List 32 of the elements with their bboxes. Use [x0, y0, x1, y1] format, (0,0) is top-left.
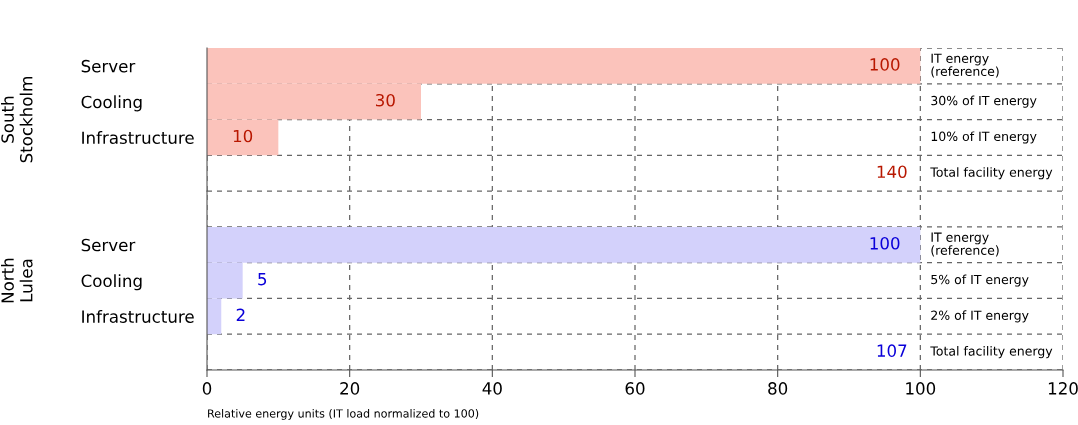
data-label: 30	[376, 93, 395, 107]
data-label: 100	[870, 58, 900, 71]
data-label: 5	[258, 273, 267, 286]
y-tick-label: Server	[81, 238, 136, 252]
annotation: 10% of IT energy	[931, 131, 1037, 144]
x-tick-label: 20	[340, 382, 360, 395]
annotation: IT energy (reference)	[931, 232, 999, 257]
x-tick-label: 120	[1048, 382, 1078, 395]
data-label: 2	[236, 308, 245, 321]
y-axis-title: South Stockholm	[1, 77, 33, 163]
annotation: 2% of IT energy	[931, 310, 1029, 323]
annotation: 140	[877, 165, 907, 179]
y-axis-title: North Lulea	[1, 258, 33, 303]
y-tick-label: Cooling	[81, 95, 142, 112]
annotation: 5% of IT energy	[931, 274, 1029, 287]
data-label: 10	[233, 129, 253, 143]
annotation: Total facility energy	[930, 346, 1053, 359]
annotation: Total facility energy	[930, 167, 1053, 180]
x-tick-label: 40	[482, 382, 502, 395]
x-tick-label: 60	[625, 382, 645, 395]
x-tick-label: 0	[202, 382, 212, 395]
x-axis-title: Relative energy units (IT load normalized to 100)	[208, 409, 479, 420]
y-tick-label: Server	[81, 59, 136, 73]
annotation: IT energy (reference)	[931, 53, 999, 78]
annotation: 30% of IT energy	[931, 95, 1037, 108]
y-tick-label: Cooling	[81, 274, 142, 291]
annotation: 107	[877, 344, 907, 357]
y-tick-label: Infrastructure	[82, 310, 194, 323]
data-label: 100	[870, 237, 900, 250]
y-tick-label: Infrastructure	[82, 131, 194, 145]
x-tick-label: 80	[768, 382, 788, 395]
x-tick-label: 100	[906, 382, 936, 395]
